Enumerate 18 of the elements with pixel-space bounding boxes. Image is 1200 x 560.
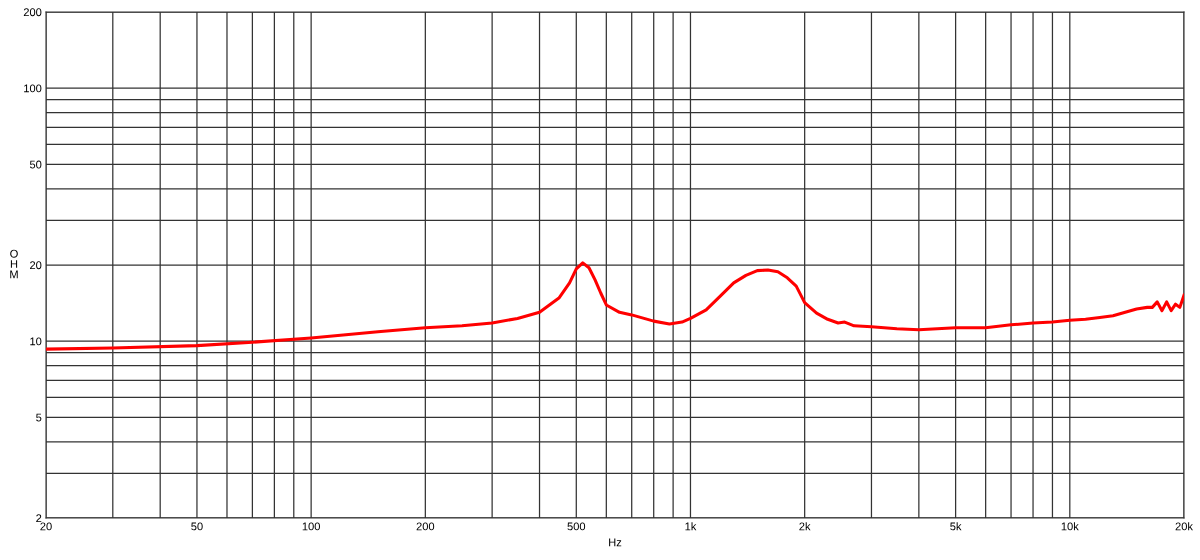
x-tick-label: 500 <box>567 522 586 531</box>
y-tick-label: 10 <box>30 337 42 346</box>
y-tick-label: 2 <box>36 514 42 523</box>
x-tick-label: 10k <box>1061 522 1079 531</box>
x-tick-label: 20k <box>1175 522 1193 531</box>
y-tick-label: 100 <box>24 84 42 93</box>
y-tick-label: 50 <box>29 160 42 169</box>
x-tick-label: 200 <box>416 522 435 531</box>
y-tick-label: 5 <box>36 413 42 422</box>
x-tick-label: 50 <box>191 522 203 531</box>
x-tick-label: 1k <box>685 522 697 531</box>
x-tick-label: 2k <box>799 522 811 531</box>
y-axis-title: OHM <box>10 249 18 279</box>
y-tick-label: 200 <box>23 8 42 17</box>
y-tick-label: 20 <box>30 261 42 270</box>
x-tick-label: 100 <box>302 522 320 531</box>
x-axis-title: Hz <box>609 538 622 547</box>
x-tick-label: 5k <box>950 522 962 531</box>
